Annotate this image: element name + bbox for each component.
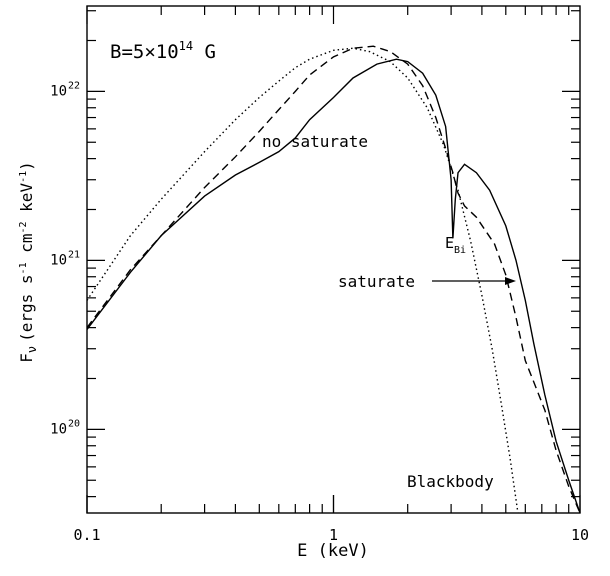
field-annotation-exp: 14 (179, 39, 193, 53)
field-annotation: B=5×1014 G (110, 39, 216, 63)
y-axis-label-units-1: (ergs s (17, 274, 36, 341)
y-axis-label-exp-2: -2 (18, 221, 29, 233)
ebi-label-main: E (445, 234, 454, 252)
series-dotted-line (86, 47, 519, 514)
saturate-label: saturate (338, 272, 415, 291)
field-annotation-prefix: B=5×10 (110, 41, 179, 63)
y-tick-label-exponent: 21 (68, 249, 80, 260)
y-axis-label-units-3: keV (17, 183, 36, 222)
y-axis-label-units-2: cm (17, 234, 36, 263)
y-axis-label-nu: ν (25, 346, 39, 353)
series-solid-line (86, 58, 581, 514)
y-tick-label-exponent: 20 (68, 418, 80, 429)
y-axis-label-exp-3: -1 (18, 171, 29, 183)
no-saturate-label: no saturate (262, 132, 368, 151)
x-tick-label: 10 (571, 526, 589, 544)
ebi-label: EBi (445, 234, 466, 256)
x-tick-label: 0.1 (73, 526, 100, 544)
y-axis-label-close: ) (17, 161, 36, 171)
field-annotation-suffix: G (193, 41, 216, 63)
x-tick-label: 1 (329, 526, 338, 544)
y-tick-label: 10 (50, 83, 67, 99)
y-axis-label-exp-1: -1 (18, 262, 29, 274)
y-axis-label: Fν(ergs s-1 cm-2 keV-1) (17, 161, 39, 363)
y-tick-label-exponent: 22 (68, 80, 80, 91)
blackbody-label: Blackbody (407, 472, 494, 491)
y-axis-label-f: F (17, 353, 36, 363)
y-tick-label: 10 (50, 252, 67, 268)
y-tick-label: 10 (50, 421, 67, 437)
saturate-arrow-head (505, 277, 516, 285)
x-axis-label: E (keV) (297, 541, 369, 561)
series-layer (86, 45, 581, 514)
ebi-label-sub: Bi (454, 245, 466, 256)
